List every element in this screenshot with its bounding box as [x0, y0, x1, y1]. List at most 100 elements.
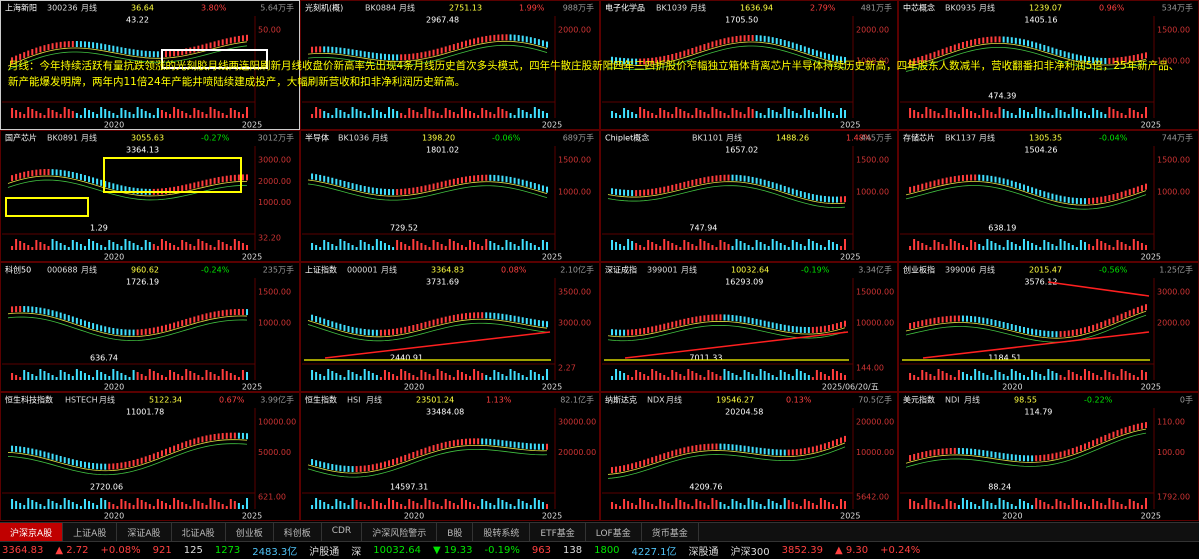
- volume-decor: [1018, 373, 1021, 380]
- volume-decor: [1006, 376, 1009, 380]
- volume-decor: [671, 505, 674, 509]
- x-axis-label: 2020: [104, 512, 124, 521]
- volume-decor: [15, 110, 18, 118]
- volume-decor: [743, 370, 746, 380]
- volume-decor: [1096, 501, 1099, 509]
- panel-frame: [0, 0, 300, 130]
- volume-decor: [747, 107, 750, 118]
- ma-decor: [607, 185, 846, 208]
- volume-decor: [148, 113, 151, 118]
- panel-price: 1239.07: [1029, 4, 1062, 13]
- volume-decor: [759, 242, 762, 250]
- market-tab[interactable]: ETF基金: [530, 523, 586, 541]
- market-tab[interactable]: 创业板: [226, 523, 274, 541]
- volume-decor: [371, 246, 374, 250]
- market-tab[interactable]: 深证A股: [117, 523, 172, 541]
- volume-decor: [643, 109, 646, 118]
- volume-decor: [787, 109, 790, 118]
- volume-decor: [1043, 502, 1046, 509]
- market-tab[interactable]: 货币基金: [642, 523, 699, 541]
- volume-decor: [104, 374, 107, 380]
- volume-decor: [815, 114, 818, 118]
- volume-decor: [505, 111, 508, 118]
- volume-decor: [327, 242, 330, 250]
- high-annotation: 1705.50: [725, 16, 758, 25]
- low-annotation: 636.74: [90, 354, 118, 363]
- volume-decor: [59, 114, 62, 118]
- y-axis-label: 20000.00: [856, 418, 894, 427]
- panel-frame: [600, 262, 898, 392]
- volume-decor: [347, 114, 350, 118]
- volume-decor: [751, 500, 754, 509]
- volume-decor: [961, 245, 964, 250]
- volume-decor: [631, 503, 634, 509]
- volume-decor: [1088, 244, 1091, 250]
- market-tab[interactable]: 沪深风险警示: [362, 523, 438, 541]
- volume-decor: [1047, 504, 1050, 509]
- volume-decor: [67, 109, 70, 118]
- market-tab[interactable]: 沪深京A股: [0, 523, 64, 541]
- volume-decor: [803, 246, 806, 250]
- market-tab[interactable]: B股: [437, 523, 474, 541]
- volume-decor: [489, 112, 492, 118]
- x-axis-label: 2025: [1141, 383, 1161, 392]
- volume-decor: [1031, 114, 1034, 118]
- panel-name: 电子化学品: [605, 3, 645, 13]
- volume-decor: [432, 240, 435, 250]
- volume-decor: [233, 239, 236, 250]
- volume-decor: [375, 239, 378, 250]
- volume-decor: [619, 244, 622, 250]
- volume-decor: [27, 107, 30, 118]
- panel-code: BK0891: [47, 134, 78, 143]
- volume-decor: [945, 108, 948, 118]
- volume-decor: [63, 372, 66, 380]
- volume-decor: [43, 115, 46, 118]
- volume-decor: [343, 503, 346, 509]
- volume-decor: [1088, 506, 1091, 509]
- panel-change: -0.22%: [1084, 396, 1113, 405]
- volume-decor: [1047, 242, 1050, 250]
- market-tab[interactable]: LOF基金: [586, 523, 642, 541]
- volume-decor: [355, 374, 358, 380]
- market-tab[interactable]: 上证A股: [63, 523, 118, 541]
- volume-decor: [39, 242, 42, 250]
- volume-decor: [1104, 505, 1107, 509]
- volume-decor: [739, 112, 742, 118]
- volume-decor: [193, 246, 196, 250]
- market-tab[interactable]: 股转系统: [473, 523, 531, 541]
- volume-decor: [160, 501, 163, 509]
- market-tab[interactable]: CDR: [322, 523, 363, 541]
- low-annotation: 747.94: [689, 224, 717, 233]
- volume-decor: [529, 505, 532, 509]
- volume-decor: [497, 372, 500, 380]
- panel-volume: 445万手: [861, 133, 892, 143]
- volume-decor: [140, 500, 143, 509]
- volume-decor: [771, 110, 774, 118]
- volume-decor: [35, 111, 38, 118]
- volume-decor: [623, 108, 626, 118]
- high-annotation: 1657.02: [725, 146, 758, 155]
- volume-decor: [627, 375, 630, 380]
- volume-decor: [229, 108, 232, 118]
- y-axis-label: 10000.00: [258, 418, 296, 427]
- volume-decor: [75, 242, 78, 250]
- market-tab[interactable]: 北证A股: [172, 523, 226, 541]
- volume-decor: [525, 377, 528, 380]
- volume-decor: [945, 373, 948, 380]
- volume-decor: [404, 244, 407, 250]
- volume-decor: [481, 373, 484, 380]
- volume-axis-label: 5642.00: [856, 493, 889, 502]
- volume-decor: [643, 374, 646, 380]
- volume-decor: [363, 242, 366, 250]
- ma-decor: [905, 432, 1147, 468]
- panel-price: 3055.63: [131, 134, 164, 143]
- market-tab[interactable]: 科创板: [274, 523, 322, 541]
- panel-volume: 0手: [1180, 395, 1193, 405]
- volume-decor: [647, 376, 650, 380]
- volume-decor: [1027, 241, 1030, 250]
- volume-decor: [949, 501, 952, 509]
- volume-decor: [205, 243, 208, 250]
- volume-decor: [323, 376, 326, 380]
- volume-decor: [974, 504, 977, 509]
- volume-decor: [1120, 369, 1123, 380]
